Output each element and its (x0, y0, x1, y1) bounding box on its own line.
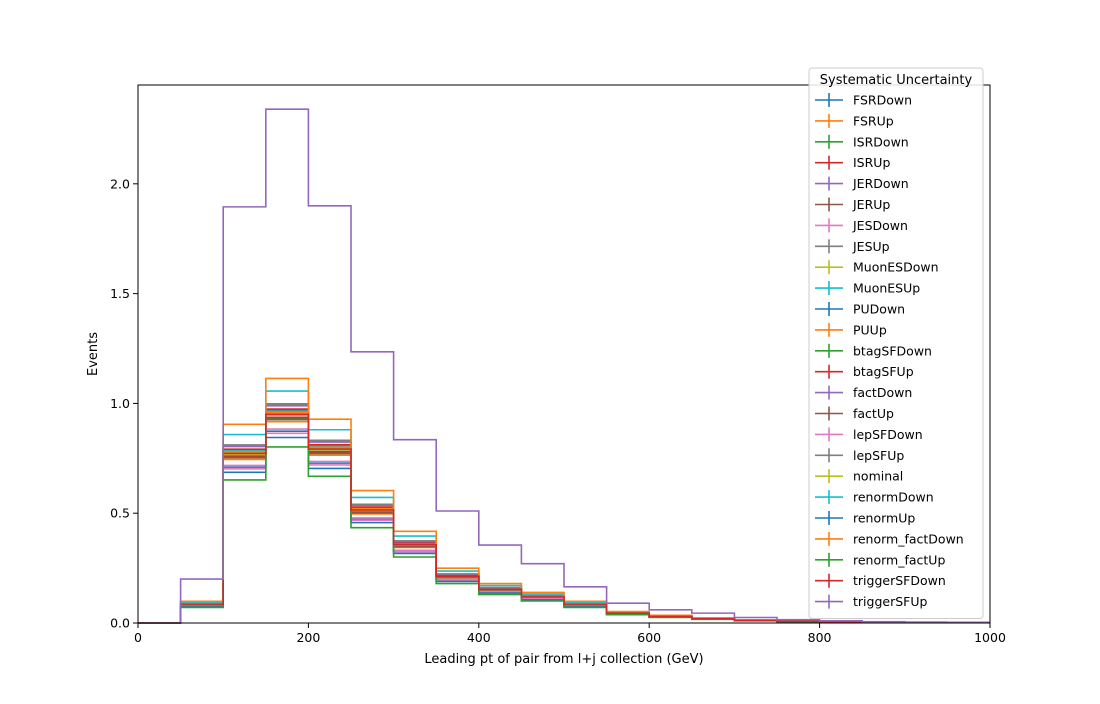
legend-label: JESUp (852, 239, 890, 254)
legend-entry: renorm_factDown (815, 531, 964, 546)
legend-entry: btagSFUp (815, 364, 914, 379)
legend-label: triggerSFUp (853, 594, 927, 609)
legend-label: btagSFUp (853, 364, 914, 379)
x-tick-label: 800 (808, 630, 832, 645)
plot-frame (137, 84, 991, 624)
legend-entry: ISRDown (815, 134, 909, 149)
legend-entry: lepSFUp (815, 448, 904, 463)
legend-entry: triggerSFDown (815, 573, 946, 588)
x-tick-label: 400 (467, 630, 491, 645)
legend-label: JERDown (852, 176, 909, 191)
y-tick-label: 1.0 (110, 396, 130, 411)
legend-entry: renormDown (815, 490, 934, 505)
legend-box (808, 67, 984, 619)
y-axis-label: Events (86, 332, 101, 376)
x-tick-label: 200 (296, 630, 320, 645)
legend-entry: PUUp (815, 322, 887, 337)
y-tick-label: 0.0 (110, 616, 130, 631)
legend-entry: JESDown (815, 218, 908, 233)
legend-entry: FSRDown (815, 93, 912, 108)
legend-label: renormUp (853, 511, 915, 526)
x-tick-label: 600 (637, 630, 661, 645)
legend-label: FSRDown (853, 93, 912, 108)
legend-label: PUUp (853, 322, 887, 337)
x-tick-label: 1000 (974, 630, 1006, 645)
legend-entry: renorm_factUp (815, 552, 945, 567)
legend-entry: nominal (815, 469, 903, 484)
legend-label: lepSFDown (853, 427, 923, 442)
y-tick-label: 2.0 (110, 176, 130, 191)
legend-label: FSRUp (853, 113, 894, 128)
legend-label: btagSFDown (853, 343, 932, 358)
legend-label: renorm_factDown (853, 531, 964, 546)
legend-entry: btagSFDown (815, 343, 932, 358)
series-line-triggerSFDown (138, 413, 990, 624)
legend-label: MuonESDown (853, 260, 939, 275)
y-tick-label: 0.5 (110, 506, 130, 521)
y-tick-label: 1.5 (110, 286, 130, 301)
x-axis-label: Leading pt of pair from l+j collection (… (424, 652, 703, 667)
legend-entry: FSRUp (815, 113, 894, 128)
legend-items: FSRDown FSRUp ISRDown ISRUp JERDown JERUp JESD… (815, 93, 964, 609)
legend-label: lepSFUp (853, 448, 904, 463)
legend-entry: MuonESDown (815, 260, 939, 275)
legend-label: nominal (853, 469, 903, 484)
legend: Systematic Uncertainty FSRDown FSRUp ISRDo… (808, 67, 984, 619)
legend-label: triggerSFDown (853, 573, 946, 588)
legend-entry: MuonESUp (815, 281, 920, 296)
legend-label: JESDown (852, 218, 908, 233)
legend-label: ISRUp (853, 155, 890, 170)
legend-entry: ISRUp (815, 155, 890, 170)
legend-entry: JESUp (815, 239, 890, 254)
legend-entry: renormUp (815, 511, 915, 526)
legend-label: MuonESUp (853, 281, 920, 296)
x-tick-label: 0 (134, 630, 142, 645)
legend-label: factUp (853, 406, 894, 421)
legend-title: Systematic Uncertainty (820, 73, 973, 88)
legend-entry: factDown (815, 385, 912, 400)
legend-label: JERUp (852, 197, 890, 212)
legend-label: ISRDown (853, 134, 909, 149)
legend-label: renormDown (853, 490, 934, 505)
series-line-triggerSFUp (138, 108, 990, 624)
legend-entry: JERUp (815, 197, 890, 212)
legend-entry: factUp (815, 406, 894, 421)
legend-label: PUDown (853, 302, 905, 317)
legend-entry: triggerSFUp (815, 594, 927, 609)
axes-layer: 0 200 400 600 800 1000 0.0 0.5 1.0 1.5 2.0 (110, 176, 1006, 645)
series-layer (138, 108, 990, 624)
legend-entry: PUDown (815, 302, 905, 317)
legend-entry: lepSFDown (815, 427, 923, 442)
legend-entry: JERDown (815, 176, 909, 191)
legend-label: renorm_factUp (853, 552, 945, 567)
legend-label: factDown (853, 385, 912, 400)
